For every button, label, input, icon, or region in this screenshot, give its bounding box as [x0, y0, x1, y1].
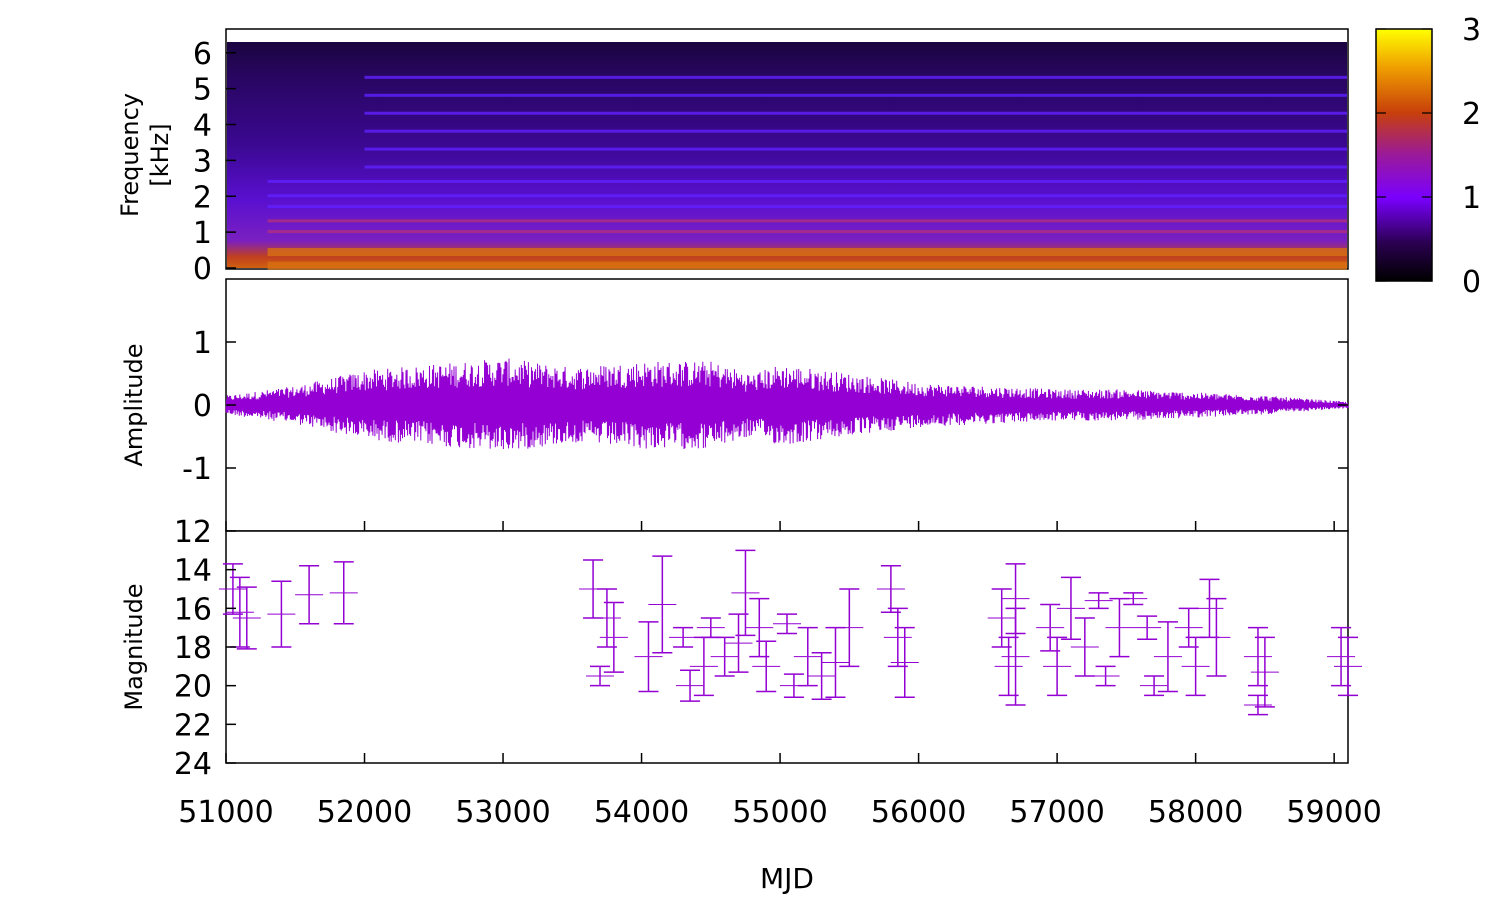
spectrogram-band [364, 93, 1347, 97]
colorbar: 0 1 2 3 [1375, 13, 1481, 300]
spectrogram-band [267, 194, 1347, 198]
lightcurve-point [267, 580, 296, 648]
lightcurve-ylabel: Magnitude [120, 583, 148, 710]
lightcurve-point [676, 669, 705, 702]
x-tick-label: 55000 [732, 795, 827, 830]
spectrogram-band [267, 219, 1347, 223]
lightcurve-point [232, 586, 261, 650]
lightcurve-ytick-label: 16 [174, 592, 212, 627]
lightcurve-point [592, 588, 621, 648]
waveform-ytick-label: 0 [193, 389, 212, 424]
lightcurve-point [1001, 563, 1030, 635]
lightcurve-point [586, 665, 614, 687]
lightcurve-points [218, 549, 1362, 716]
colorbar-ticks: 0 1 2 3 [1376, 13, 1481, 300]
waveform-panel: -1 0 1 Amplitude [120, 278, 1349, 532]
x-tick-label: 54000 [594, 795, 689, 830]
waveform-ytick-label: -1 [182, 452, 212, 487]
spectrogram-band [364, 129, 1347, 133]
spectrogram-ytick-label: 4 [193, 109, 212, 144]
spectrogram-ytick-label: 6 [193, 37, 212, 72]
colorbar-gradient [1375, 28, 1433, 282]
waveform-line [225, 358, 1349, 450]
waveform-ylabel: Amplitude [120, 344, 148, 467]
lightcurve-x-ticks: 51000 52000 53000 54000 55000 56000 57000 58000… [178, 521, 1382, 830]
spectrogram-band [364, 147, 1347, 151]
lightcurve-ytick-label: 20 [174, 670, 212, 705]
lightcurve-point [807, 652, 836, 700]
spectrogram-ytick-label: 2 [193, 180, 212, 215]
lightcurve-point [835, 588, 864, 668]
lightcurve-ytick-label: 12 [174, 515, 212, 550]
lightcurve-point [295, 565, 324, 625]
lightcurve-point [1140, 675, 1169, 697]
spectrogram-ytick-label: 5 [193, 73, 212, 108]
spectrogram-harmonics [267, 75, 1347, 270]
lightcurve-point [599, 601, 628, 673]
colorbar-tick-label: 0 [1462, 265, 1481, 300]
waveform-y-ticks: -1 0 1 [182, 326, 1348, 487]
x-tick-label: 52000 [317, 795, 412, 830]
x-tick-label: 58000 [1148, 795, 1243, 830]
x-axis-label: MJD [760, 862, 814, 895]
lightcurve-point [710, 636, 739, 677]
spectrogram-band [267, 205, 1347, 209]
colorbar-tick-label: 1 [1462, 181, 1481, 216]
spectrogram-ytick-label: 0 [193, 252, 212, 287]
spectrogram-ylabel-line2: [kHz] [146, 123, 174, 186]
lightcurve-point [1091, 665, 1120, 687]
lightcurve-point [634, 621, 663, 693]
lightcurve-point [329, 561, 358, 625]
x-tick-label: 51000 [178, 795, 273, 830]
spectrogram-band [267, 179, 1347, 183]
waveform-ytick-label: 1 [193, 326, 212, 361]
lightcurve-point [1056, 576, 1085, 641]
lightcurve-point [1043, 636, 1072, 697]
spectrogram-ytick-label: 1 [193, 216, 212, 251]
lightcurve-ytick-label: 14 [174, 554, 212, 589]
spectrogram-band [267, 261, 1347, 270]
lightcurve-point [1084, 592, 1113, 610]
lightcurve-ytick-label: 18 [174, 631, 212, 666]
lightcurve-frame [225, 530, 1349, 764]
lightcurve-point [648, 555, 677, 654]
colorbar-tick-label: 2 [1462, 97, 1481, 132]
x-tick-label: 57000 [1009, 795, 1104, 830]
spectrogram-ytick-label: 3 [193, 144, 212, 179]
lightcurve-point [773, 613, 801, 635]
lightcurve-point [1202, 597, 1231, 677]
lightcurve-point [1243, 694, 1272, 716]
spectrogram-ylabel-line1: Frequency [116, 93, 144, 217]
lightcurve-ytick-label: 24 [174, 747, 212, 782]
spectrogram-band [267, 248, 1347, 257]
x-tick-label: 56000 [871, 795, 966, 830]
lightcurve-point [1153, 621, 1182, 693]
lightcurve-ytick-label: 22 [174, 708, 212, 743]
lightcurve-point [1133, 615, 1162, 641]
spectrogram-band [364, 165, 1347, 169]
lightcurve-point [752, 640, 781, 693]
spectrogram-band [364, 111, 1347, 115]
lightcurve-point [890, 626, 919, 699]
lightcurve-point [1070, 617, 1099, 677]
spectrogram-band [364, 75, 1347, 79]
colorbar-tick-label: 3 [1462, 13, 1481, 48]
lightcurve-point [669, 626, 698, 648]
lightcurve-point [731, 549, 760, 637]
spectrogram-band [267, 230, 1347, 234]
x-tick-label: 59000 [1286, 795, 1381, 830]
lightcurve-point [1334, 636, 1362, 697]
x-tick-label: 53000 [455, 795, 550, 830]
lightcurve-point [1119, 592, 1148, 606]
